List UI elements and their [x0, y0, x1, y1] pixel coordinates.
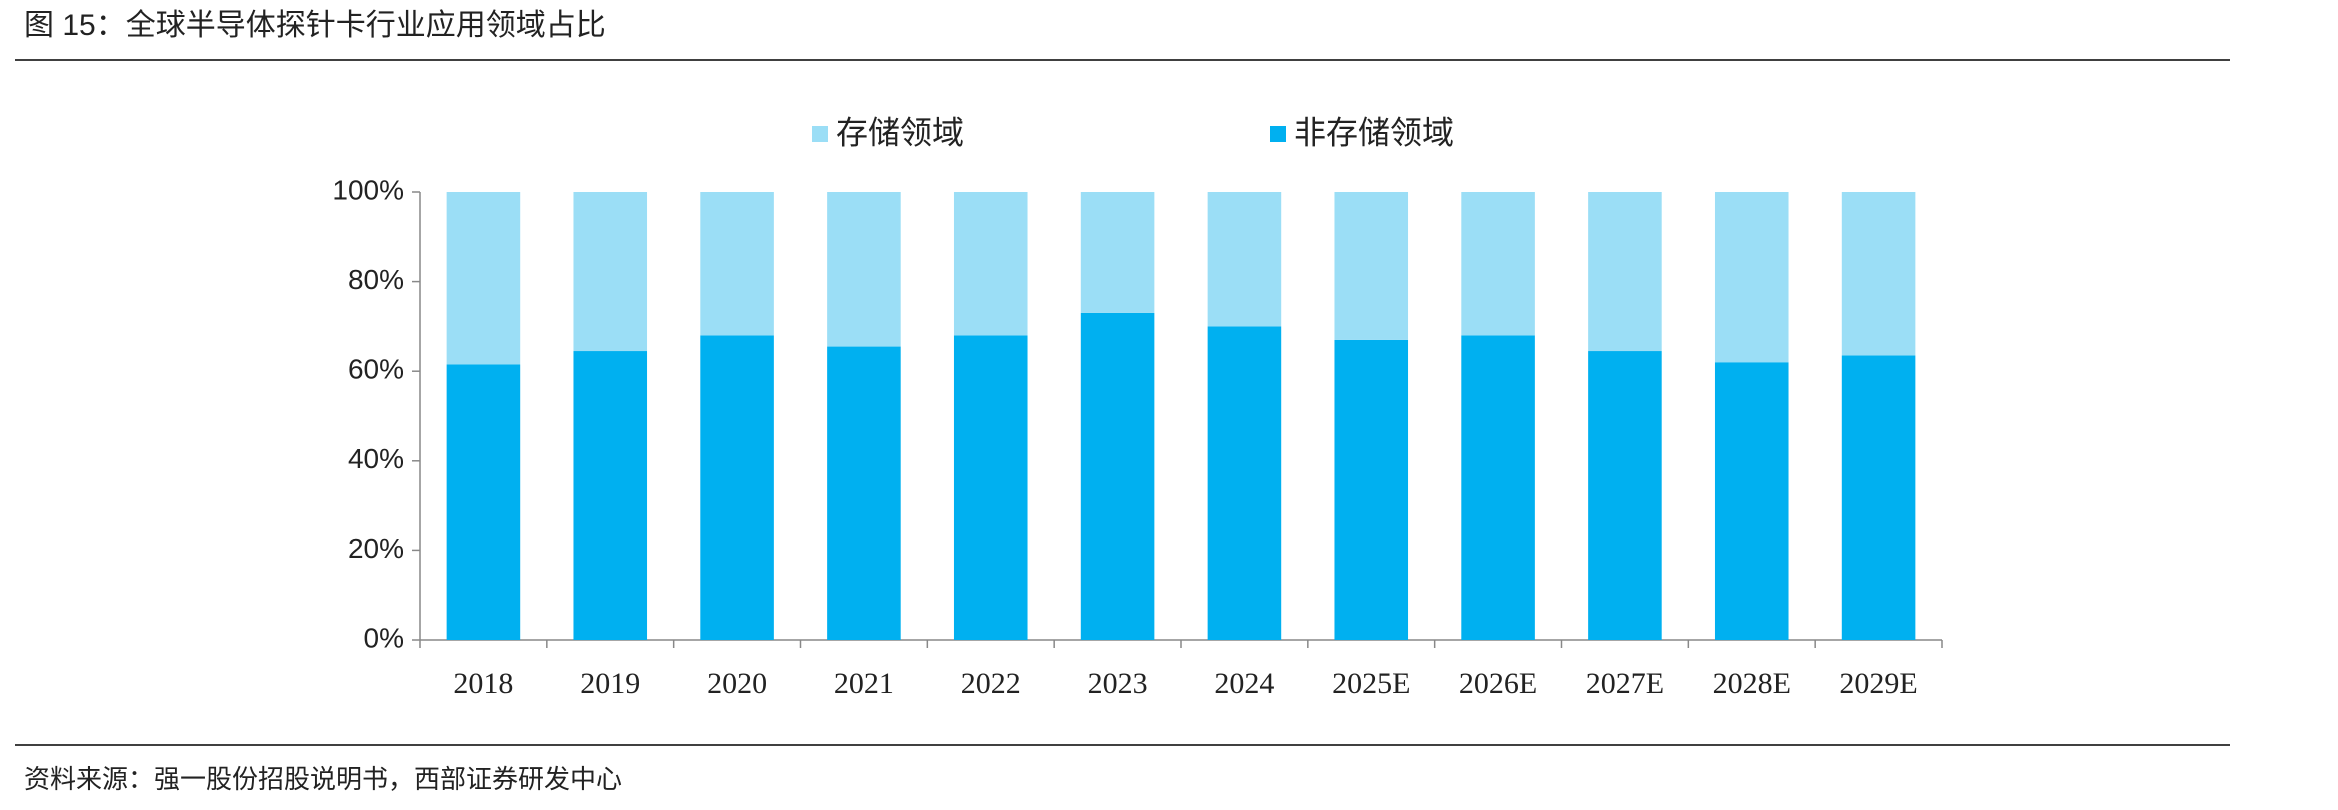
x-tick-label: 2022 — [961, 667, 1021, 700]
bar-segment — [1461, 192, 1535, 336]
y-tick-label: 0% — [364, 622, 404, 653]
bar-segment — [700, 192, 774, 336]
bar-segment — [1461, 335, 1535, 640]
y-tick-label: 80% — [348, 264, 404, 295]
bar-segment — [446, 364, 521, 640]
bar-segment — [1334, 192, 1409, 340]
legend-label: 非存储领域 — [1294, 114, 1454, 150]
bar-segment — [1588, 192, 1662, 352]
bar-segment — [1841, 355, 1916, 640]
y-tick-label: 60% — [348, 354, 404, 385]
bar-segment — [1841, 192, 1916, 356]
legend-swatch — [1270, 126, 1286, 142]
x-tick-label: 2020 — [707, 667, 767, 700]
y-tick-label: 40% — [348, 443, 404, 474]
x-tick-label: 2018 — [453, 667, 513, 700]
bar-segment — [700, 335, 774, 640]
y-tick-label: 100% — [332, 174, 404, 205]
x-tick-label: 2023 — [1088, 667, 1148, 700]
bar-segment — [1207, 326, 1282, 640]
chart-title: 图 15：全球半导体探针卡行业应用领域占比 — [24, 9, 606, 42]
bar-segment — [1714, 362, 1789, 640]
x-tick-label: 2024 — [1214, 667, 1274, 700]
x-tick-label: 2025E — [1332, 667, 1410, 700]
bar-segment — [446, 192, 521, 365]
bar-segment — [1334, 339, 1409, 640]
legend-label: 存储领域 — [836, 114, 964, 150]
x-tick-label: 2029E — [1839, 667, 1917, 700]
bar-segment — [953, 192, 1028, 336]
x-tick-label: 2028E — [1713, 667, 1791, 700]
bar-segment — [1080, 192, 1155, 313]
x-tick-label: 2021 — [834, 667, 894, 700]
bar-segment — [1588, 351, 1662, 640]
bar-segment — [1080, 312, 1155, 640]
source-note: 资料来源：强一股份招股说明书，西部证券研发中心 — [24, 765, 622, 794]
x-tick-label: 2019 — [580, 667, 640, 700]
bar-segment — [573, 192, 648, 352]
x-tick-label: 2026E — [1459, 667, 1537, 700]
bar-segment — [827, 346, 901, 640]
y-tick-label: 20% — [348, 533, 404, 564]
bar-segment — [1207, 192, 1282, 327]
x-tick-label: 2027E — [1586, 667, 1664, 700]
bar-segment — [827, 192, 901, 347]
bar-segment — [953, 335, 1028, 640]
bar-segment — [1714, 192, 1789, 363]
bar-segment — [573, 351, 648, 640]
legend-swatch — [812, 126, 828, 142]
